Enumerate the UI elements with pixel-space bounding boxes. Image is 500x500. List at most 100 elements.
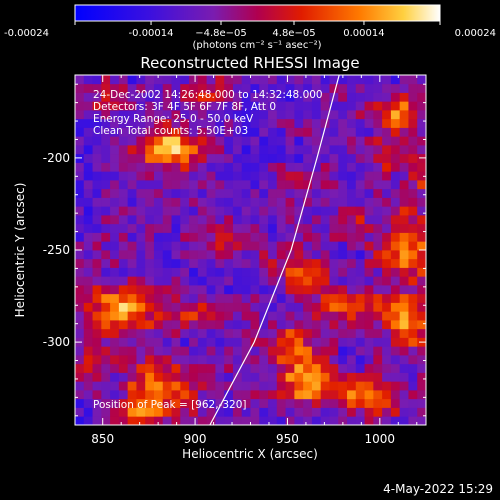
- heatmap-cell: [364, 363, 374, 373]
- heatmap-cell: [180, 302, 190, 312]
- heatmap-cell: [250, 407, 260, 417]
- heatmap-cell: [215, 223, 225, 233]
- heatmap-cell: [232, 83, 243, 93]
- heatmap-cell: [75, 118, 85, 128]
- heatmap-cell: [145, 110, 155, 120]
- heatmap-cell: [92, 101, 102, 111]
- heatmap-cell: [320, 267, 330, 277]
- heatmap-cell: [75, 302, 85, 312]
- heatmap-cell: [250, 398, 260, 408]
- heatmap-cell: [347, 153, 357, 163]
- heatmap-cell: [268, 267, 278, 277]
- heatmap-cell: [145, 232, 155, 242]
- heatmap-cell: [83, 372, 93, 382]
- heatmap-cell: [268, 136, 278, 146]
- heatmap-cell: [276, 162, 286, 172]
- heatmap-cell: [206, 258, 216, 268]
- heatmap-cell: [250, 416, 260, 425]
- heatmap-cell: [92, 162, 102, 172]
- heatmap-cell: [241, 153, 251, 163]
- heatmap-cell: [390, 328, 401, 338]
- heatmap-cell: [276, 407, 286, 417]
- heatmap-cell: [250, 127, 260, 137]
- heatmap-cell: [153, 241, 164, 251]
- heatmap-cell: [153, 118, 164, 128]
- heatmap-cell: [382, 407, 392, 417]
- heatmap-cell: [189, 276, 199, 286]
- heatmap-cell: [355, 267, 365, 277]
- y-tick-label: -300: [43, 335, 70, 349]
- heatmap-cell: [364, 83, 374, 93]
- heatmap-cell: [347, 118, 357, 128]
- heatmap-cell: [110, 311, 120, 321]
- heatmap-cell: [373, 153, 383, 163]
- heatmap-cell: [241, 127, 251, 137]
- heatmap-cell: [268, 328, 278, 338]
- heatmap-cell: [417, 407, 426, 417]
- heatmap-cell: [311, 390, 322, 400]
- heatmap-cell: [294, 232, 304, 242]
- heatmap-cell: [127, 372, 137, 382]
- heatmap-cell: [338, 311, 348, 321]
- heatmap-cell: [285, 258, 295, 268]
- heatmap-cell: [417, 381, 426, 391]
- heatmap-cell: [197, 153, 208, 163]
- heatmap-cell: [206, 206, 216, 216]
- heatmap-cell: [382, 416, 392, 425]
- heatmap-cell: [206, 346, 216, 356]
- heatmap-cell: [373, 250, 383, 260]
- heatmap-cell: [224, 127, 234, 137]
- heatmap-cell: [259, 293, 269, 303]
- heatmap-cell: [311, 250, 322, 260]
- heatmap-cell: [320, 363, 330, 373]
- heatmap-cell: [110, 250, 120, 260]
- heatmap-cell: [162, 407, 172, 417]
- heatmap-cell: [110, 145, 120, 155]
- heatmap-cell: [364, 180, 374, 190]
- heatmap-cell: [189, 320, 199, 330]
- heatmap-cell: [338, 258, 348, 268]
- heatmap-cell: [268, 372, 278, 382]
- heatmap-cell: [303, 381, 313, 391]
- heatmap-cell: [311, 92, 322, 102]
- heatmap-cell: [215, 390, 225, 400]
- heatmap-cell: [276, 276, 286, 286]
- colorbar-tick-label: 0.00024: [455, 28, 496, 39]
- heatmap-cell: [162, 180, 172, 190]
- heatmap-cell: [206, 118, 216, 128]
- heatmap-cell: [311, 145, 322, 155]
- heatmap-cell: [83, 136, 93, 146]
- heatmap-cell: [110, 197, 120, 207]
- heatmap-cell: [347, 276, 357, 286]
- heatmap-cell: [215, 407, 225, 417]
- heatmap-cell: [232, 311, 243, 321]
- heatmap-cell: [145, 223, 155, 233]
- heatmap-cell: [224, 250, 234, 260]
- heatmap-cell: [268, 302, 278, 312]
- heatmap-cell: [320, 258, 330, 268]
- heatmap-cell: [83, 363, 93, 373]
- heatmap-cell: [399, 127, 409, 137]
- heatmap-cell: [355, 320, 365, 330]
- heatmap-cell: [408, 285, 418, 295]
- heatmap-cell: [83, 197, 93, 207]
- heatmap-cell: [224, 197, 234, 207]
- heatmap-cell: [259, 416, 269, 425]
- heatmap-cell: [127, 92, 137, 102]
- heatmap-cell: [259, 285, 269, 295]
- heatmap-cell: [189, 136, 199, 146]
- heatmap-cell: [189, 346, 199, 356]
- heatmap-cell: [153, 337, 164, 347]
- x-tick-label: 950: [276, 432, 299, 446]
- heatmap-cell: [373, 188, 383, 198]
- heatmap-cell: [92, 180, 102, 190]
- heatmap-cell: [373, 381, 383, 391]
- heatmap-cell: [241, 101, 251, 111]
- heatmap-cell: [268, 407, 278, 417]
- heatmap-cell: [329, 328, 339, 338]
- heatmap-cell: [329, 206, 339, 216]
- heatmap-cell: [338, 320, 348, 330]
- heatmap-cell: [311, 206, 322, 216]
- heatmap-cell: [355, 390, 365, 400]
- heatmap-cell: [338, 136, 348, 146]
